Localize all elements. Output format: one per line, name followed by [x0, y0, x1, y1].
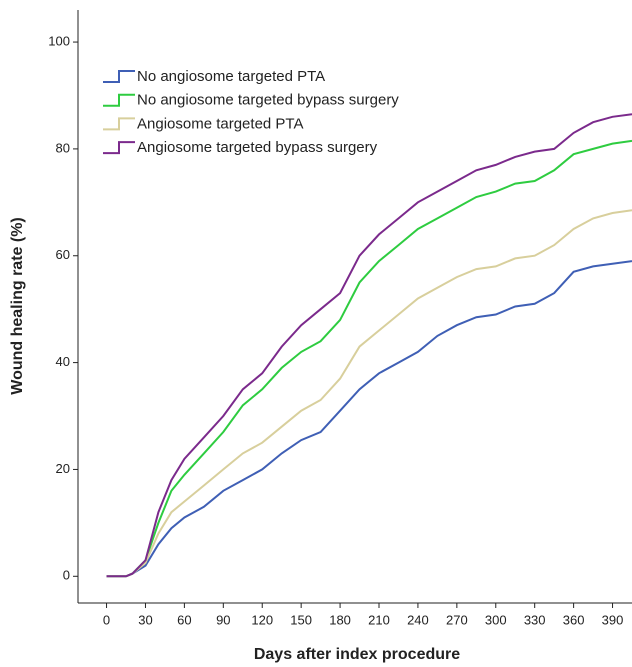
x-tick-label: 120 [251, 612, 273, 627]
x-tick-label: 390 [602, 612, 624, 627]
x-tick-label: 300 [485, 612, 507, 627]
x-tick-label: 0 [103, 612, 110, 627]
x-tick-label: 210 [368, 612, 390, 627]
y-tick-label: 40 [56, 354, 70, 369]
y-tick-label: 60 [56, 247, 70, 262]
y-tick-label: 100 [48, 33, 70, 48]
y-tick-label: 20 [56, 461, 70, 476]
legend-swatch [103, 117, 135, 131]
y-tick-label: 80 [56, 140, 70, 155]
x-tick-label: 330 [524, 612, 546, 627]
legend-label: Angiosome targeted bypass surgery [137, 139, 378, 156]
x-axis-title: Days after index procedure [254, 646, 460, 663]
x-tick-label: 150 [290, 612, 312, 627]
legend-label: No angiosome targeted PTA [137, 68, 325, 85]
series-line [106, 260, 632, 578]
series-line [106, 209, 632, 578]
x-tick-label: 240 [407, 612, 429, 627]
legend-label: No angiosome targeted bypass surgery [137, 92, 399, 109]
series-line [106, 113, 632, 578]
legend-swatch [103, 70, 135, 83]
x-tick-label: 30 [138, 612, 152, 627]
x-tick-label: 180 [329, 612, 351, 627]
x-tick-label: 360 [563, 612, 585, 627]
legend-swatch [103, 141, 135, 155]
legend-swatch [103, 93, 135, 107]
y-tick-label: 0 [63, 568, 70, 583]
legend-label: Angiosome targeted PTA [137, 115, 303, 132]
x-tick-label: 270 [446, 612, 468, 627]
series-line [106, 139, 632, 578]
y-axis-title: Wound healing rate (%) [9, 217, 26, 394]
x-tick-label: 60 [177, 612, 191, 627]
x-tick-label: 90 [216, 612, 230, 627]
